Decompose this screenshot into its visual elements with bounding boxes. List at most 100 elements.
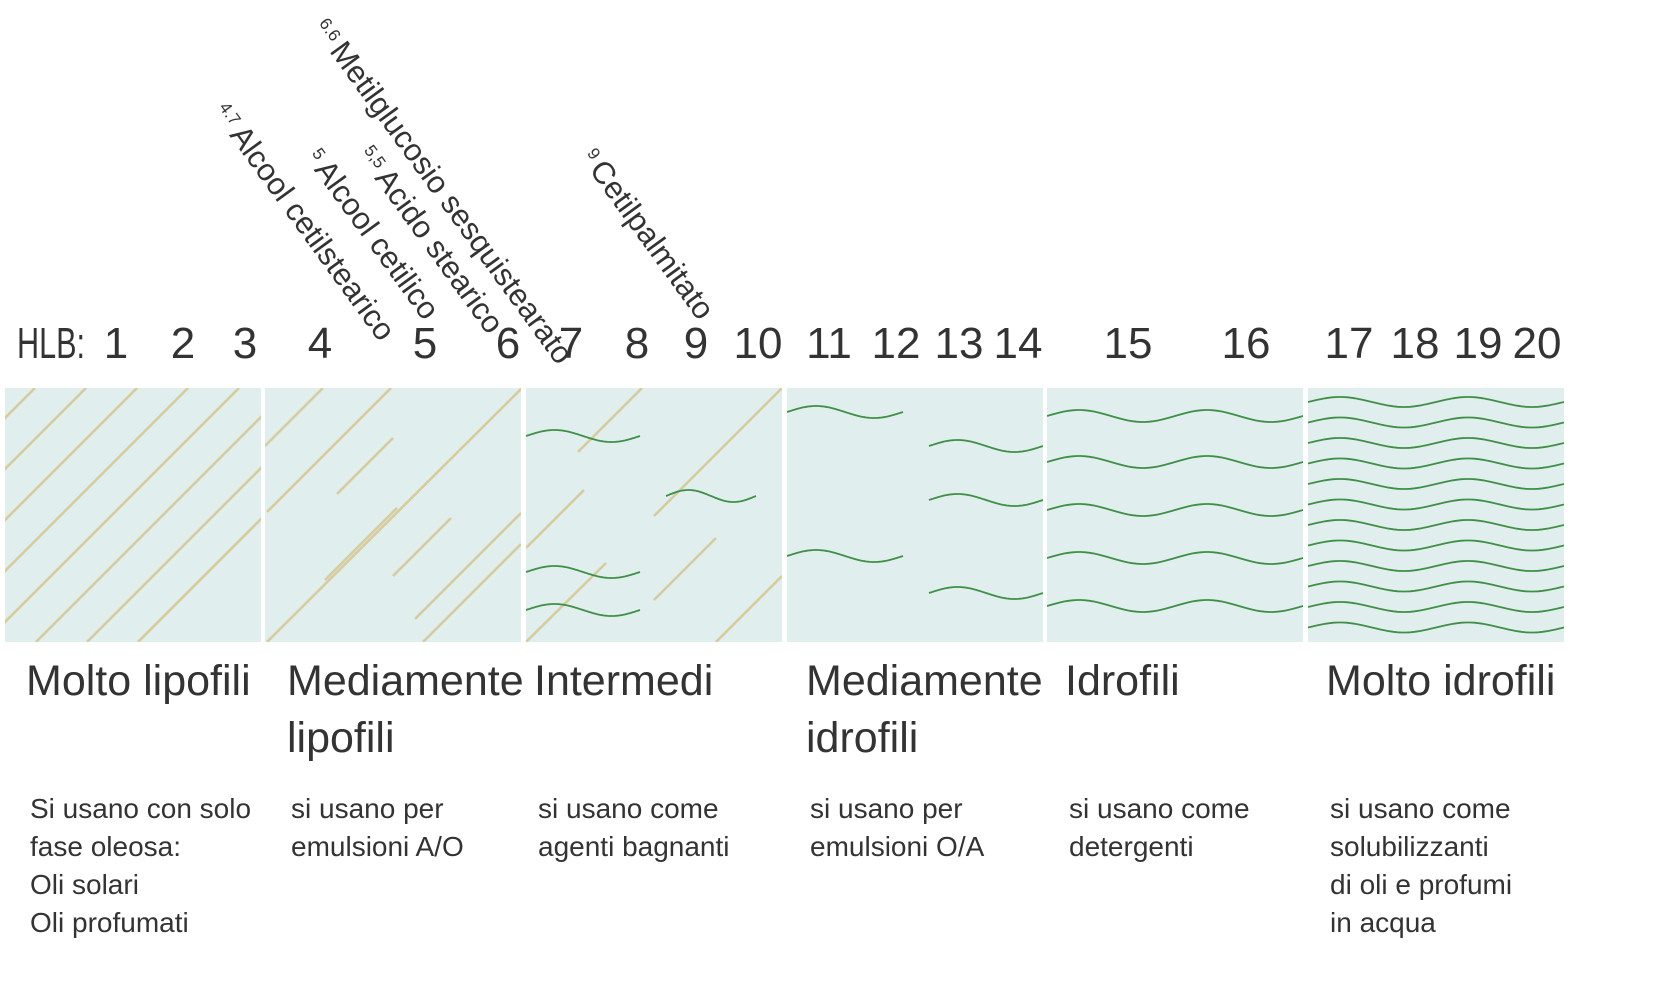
category-5: Idrofili si usano come detergenti [1065, 657, 1250, 862]
category-6: Molto idrofili si usano come solubilizzant… [1326, 657, 1555, 938]
hydrophilic-wave [1308, 580, 1564, 593]
hydrophilic-wave [665, 489, 757, 503]
hydrophilic-wave [928, 586, 1043, 600]
panel-3 [526, 388, 782, 642]
hlb-tick-2: 2 [171, 319, 195, 368]
hydrophilic-wave [1308, 601, 1564, 613]
hydrophilic-wave [526, 429, 641, 443]
hlb-tick-10: 10 [734, 319, 783, 368]
panel-background [1308, 388, 1564, 642]
category-title: Molto lipofili [26, 657, 251, 705]
hlb-tick-14: 14 [994, 319, 1043, 368]
hlb-tick-4: 4 [308, 319, 332, 368]
category-title: Mediamente idrofili [806, 657, 1043, 762]
lipophilic-stroke [324, 507, 398, 581]
category-3: Intermedi si usano come agenti bagnanti [534, 657, 730, 862]
hydrophilic-wave [1308, 498, 1564, 511]
lipophilic-stroke [653, 388, 782, 517]
category-description: Si usano con solo fase oleosa: Oli solari O… [30, 793, 251, 938]
hydrophilic-wave [526, 603, 641, 617]
lipophilic-stroke [266, 388, 521, 642]
category-title: Molto idrofili [1326, 657, 1555, 705]
substance-hlb-value: 4.7 [215, 98, 244, 128]
hydrophilic-wave [1047, 409, 1303, 423]
lipophilic-stroke [577, 388, 643, 453]
category-1: Molto lipofili Si usano con solo fase oleo… [26, 657, 251, 938]
category-2: Mediamente lipofili si usano per emulsioni … [287, 657, 524, 862]
lipophilic-stroke [653, 537, 717, 601]
category-4: Mediamente idrofili si usano per emulsioni … [806, 657, 1043, 862]
hlb-tick-5: 5 [413, 319, 437, 368]
lipophilic-stroke [265, 388, 324, 447]
hydrophilic-wave [1047, 455, 1303, 469]
svg-text:9Cetilpalmitato: 9Cetilpalmitato [574, 142, 721, 326]
hydrophilic-wave [1308, 396, 1564, 408]
hlb-scale: HLB: 1 2 3 4 5 6 7 8 9 10 11 12 13 14 15 16 17 18 19 20 [17, 319, 1561, 368]
lipophilic-stroke [5, 388, 189, 573]
hydrophilic-wave [1047, 599, 1303, 613]
hlb-tick-16: 16 [1222, 319, 1271, 368]
lipophilic-stroke [35, 415, 261, 642]
category-panels [5, 388, 1564, 642]
hlb-tick-6: 6 [496, 319, 520, 368]
substance-hlb-value: 6.6 [315, 14, 344, 44]
hlb-tick-9: 9 [684, 319, 708, 368]
category-description: si usano come solubilizzanti di oli e prof… [1330, 793, 1512, 938]
hydrophilic-wave [1308, 437, 1564, 449]
panel-2 [265, 388, 521, 642]
hydrophilic-wave [1308, 621, 1564, 634]
lipophilic-stroke [86, 466, 261, 642]
category-description: si usano per emulsioni O/A [810, 793, 985, 862]
hlb-tick-13: 13 [935, 319, 984, 368]
lipophilic-stroke [5, 388, 138, 522]
hydrophilic-wave [1308, 560, 1564, 572]
hlb-tick-11: 11 [806, 319, 852, 368]
lipophilic-stroke [414, 512, 521, 620]
substance-hlb-value: 5,5 [360, 141, 389, 171]
lipophilic-stroke [715, 575, 782, 642]
hlb-tick-20: 20 [1513, 319, 1562, 368]
panel-background [5, 388, 261, 642]
category-texts: Molto lipofili Si usano con solo fase oleo… [26, 657, 1555, 938]
lipophilic-stroke [266, 388, 392, 513]
hlb-tick-12: 12 [872, 319, 921, 368]
hlb-tick-8: 8 [625, 319, 649, 368]
hlb-tick-3: 3 [233, 319, 257, 368]
lipophilic-stroke [526, 562, 607, 642]
lipophilic-stroke [392, 517, 452, 577]
hydrophilic-wave [928, 439, 1043, 453]
lipophilic-stroke [5, 388, 240, 624]
substance-label: 9Cetilpalmitato [574, 142, 722, 326]
category-title: Idrofili [1065, 657, 1180, 705]
substance-name: Cetilpalmitato [583, 153, 722, 326]
hlb-tick-19: 19 [1454, 319, 1503, 368]
hlb-label: HLB: [17, 319, 85, 368]
hydrophilic-wave [1047, 551, 1303, 565]
category-title: Mediamente lipofili [287, 657, 524, 762]
lipophilic-stroke [5, 388, 87, 471]
hlb-tick-17: 17 [1325, 319, 1374, 368]
hydrophilic-wave [928, 493, 1043, 507]
hlb-tick-1: 1 [104, 319, 128, 368]
hydrophilic-wave [526, 565, 641, 579]
panel-5 [1047, 388, 1303, 642]
category-title: Intermedi [534, 657, 713, 705]
hydrophilic-wave [1308, 519, 1564, 531]
hlb-tick-18: 18 [1391, 319, 1440, 368]
hydrophilic-wave [1047, 503, 1303, 517]
hlb-tick-7: 7 [559, 319, 583, 368]
hydrophilic-wave [1308, 539, 1564, 552]
panel-4 [787, 388, 1043, 642]
panel-background [787, 388, 1043, 642]
lipophilic-stroke [336, 437, 394, 495]
hydrophilic-wave [1308, 416, 1564, 429]
panel-6 [1308, 388, 1564, 642]
hydrophilic-wave [1308, 457, 1564, 470]
panel-1 [5, 388, 261, 642]
category-description: si usano come detergenti [1069, 793, 1250, 862]
hydrophilic-wave [787, 405, 904, 419]
lipophilic-stroke [137, 517, 261, 642]
category-description: si usano come agenti bagnanti [538, 793, 730, 862]
